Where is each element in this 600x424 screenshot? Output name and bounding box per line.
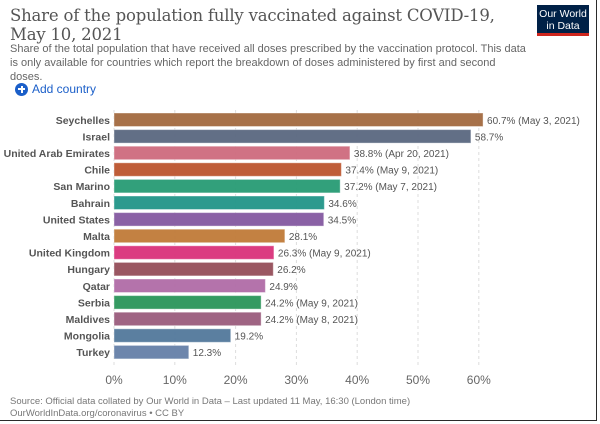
bar-maldives[interactable] <box>113 311 262 327</box>
x-tick-label: 60% <box>467 373 491 387</box>
category-label[interactable]: Malta <box>83 231 110 243</box>
value-label: 37.2% (May 7, 2021) <box>344 182 437 193</box>
category-label[interactable]: Serbia <box>78 297 110 309</box>
bar-malta[interactable] <box>113 228 286 244</box>
bar-mongolia[interactable] <box>113 328 232 343</box>
bar-seychelles[interactable] <box>113 112 484 127</box>
owid-logo[interactable]: Our World in Data <box>537 5 589 36</box>
bar-united-arab-emirates[interactable] <box>113 145 351 161</box>
bar-israel[interactable] <box>113 129 472 144</box>
value-label: 24.2% (May 9, 2021) <box>265 298 358 309</box>
category-label[interactable]: Mongolia <box>64 331 110 343</box>
x-tick-label: 0% <box>105 373 123 387</box>
value-label: 24.2% (May 8, 2021) <box>265 315 358 326</box>
category-label[interactable]: United Kingdom <box>29 248 110 260</box>
value-label: 28.1% <box>289 232 317 243</box>
source-note: Source: Official data collated by Our Wo… <box>10 396 411 407</box>
x-tick-label: 20% <box>224 373 248 387</box>
x-tick-label: 30% <box>284 373 308 387</box>
x-tick-label: 50% <box>406 373 430 387</box>
chart-footer: Source: Official data collated by Our Wo… <box>10 396 410 419</box>
value-label: 34.6% <box>328 199 356 210</box>
category-label[interactable]: Israel <box>83 131 111 143</box>
plus-circle-icon <box>15 82 28 96</box>
category-label[interactable]: Turkey <box>76 347 110 359</box>
category-label[interactable]: Qatar <box>83 281 110 293</box>
chart-title: Share of the population fully vaccinated… <box>10 6 495 44</box>
category-label[interactable]: Bahrain <box>71 198 110 210</box>
value-label: 60.7% (May 3, 2021) <box>487 116 580 127</box>
category-label[interactable]: Chile <box>84 165 110 177</box>
x-tick-label: 40% <box>345 373 369 387</box>
value-label: 38.8% (Apr 20, 2021) <box>354 149 449 160</box>
bar-bahrain[interactable] <box>113 195 325 210</box>
category-label[interactable]: Hungary <box>67 264 110 276</box>
add-country-label: Add country <box>32 82 97 96</box>
value-label: 26.3% (May 9, 2021) <box>278 249 371 260</box>
category-label[interactable]: San Marino <box>53 181 110 193</box>
x-axis-ticks: 0% 10% 20% 30% 40% 50% 60% <box>105 373 491 387</box>
bar-chile[interactable] <box>113 162 342 177</box>
value-label: 34.5% <box>328 215 356 226</box>
bar-united-states[interactable] <box>113 212 325 227</box>
value-labels: 60.7% (May 3, 2021) 58.7% 38.8% (Apr 20, 2… <box>193 116 580 359</box>
add-country-button[interactable]: Add country <box>15 82 96 96</box>
bar-united-kingdom[interactable] <box>113 245 275 260</box>
bar-qatar[interactable] <box>113 278 266 293</box>
source-link[interactable]: OurWorldInData.org/coronavirus • CC BY <box>10 407 185 419</box>
logo-line-1: Our World <box>539 8 587 20</box>
category-label[interactable]: Maldives <box>66 314 111 326</box>
logo-line-2: in Data <box>546 20 580 32</box>
category-label[interactable]: Seychelles <box>56 115 110 127</box>
logo-accent-bar <box>537 33 589 36</box>
category-label[interactable]: United States <box>43 214 110 226</box>
value-label: 12.3% <box>193 348 221 359</box>
category-labels: Seychelles Israel United Arab Emirates Chil… <box>4 115 111 359</box>
category-label[interactable]: United Arab Emirates <box>4 148 111 160</box>
value-label: 37.4% (May 9, 2021) <box>345 166 438 177</box>
bar-hungary[interactable] <box>113 261 274 277</box>
chart-subtitle: Share of the total population that have … <box>10 43 526 83</box>
value-label: 26.2% <box>277 265 305 276</box>
value-label: 19.2% <box>235 332 263 343</box>
value-label: 24.9% <box>269 282 297 293</box>
bars <box>113 112 484 360</box>
bar-san-marino[interactable] <box>113 178 341 194</box>
bar-turkey[interactable] <box>113 344 190 360</box>
bar-serbia[interactable] <box>113 295 262 310</box>
x-tick-label: 10% <box>163 373 187 387</box>
value-label: 58.7% <box>475 132 503 143</box>
